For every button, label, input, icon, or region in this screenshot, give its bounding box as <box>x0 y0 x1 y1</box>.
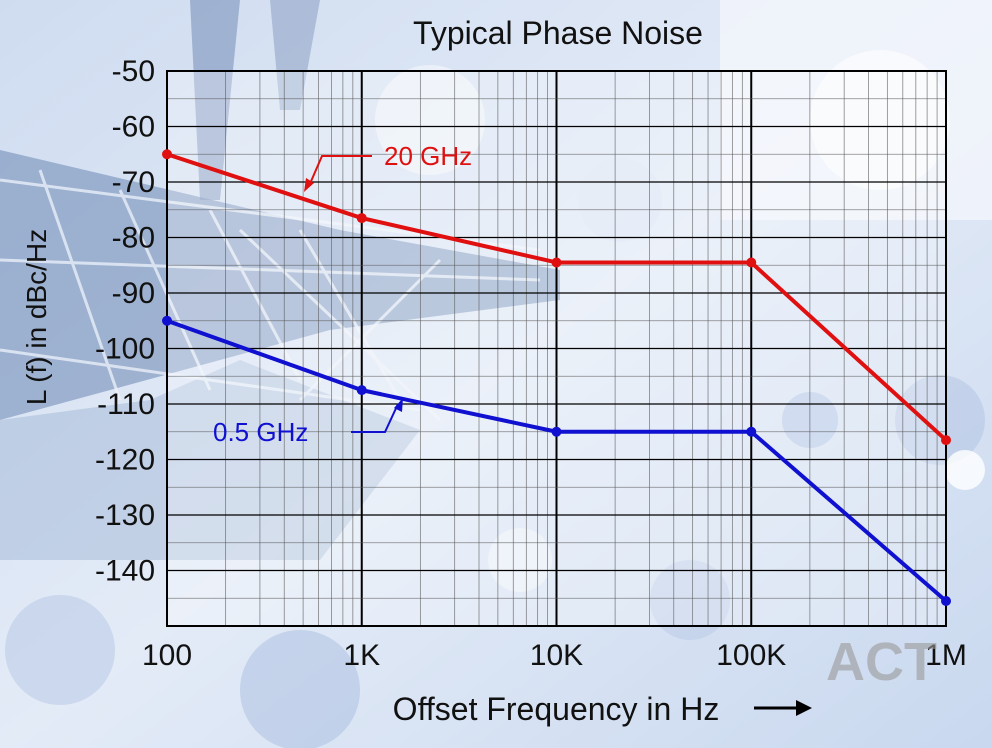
x-tick-label: 100K <box>716 639 786 672</box>
x-tick-label: 1M <box>925 639 967 672</box>
y-tick-label: -70 <box>112 166 155 199</box>
x-tick-label: 1K <box>343 639 380 672</box>
act-watermark-logo: ACT <box>826 632 937 692</box>
x-axis-label: Offset Frequency in Hz <box>393 691 720 727</box>
y-axis-label: L (f) in dBc/Hz <box>21 229 52 405</box>
chart-title: Typical Phase Noise <box>413 15 703 51</box>
plot-frame <box>166 70 947 627</box>
data-point-s1-p2 <box>551 426 562 437</box>
y-tick-label: -100 <box>95 333 155 366</box>
y-tick-label: -50 <box>112 55 155 88</box>
data-point-s1-p4 <box>941 596 951 607</box>
red-series-arrow-icon <box>304 155 372 192</box>
blue-series-arrow-icon <box>351 398 403 433</box>
data-point-s1-p0 <box>162 315 172 326</box>
grid-lines <box>166 70 947 627</box>
x-tick-label: 100 <box>142 639 192 672</box>
data-point-s1-p3 <box>746 426 757 437</box>
series-layer <box>162 149 951 607</box>
series-label-05ghz: 0.5 GHz <box>213 417 308 447</box>
y-tick-label: -120 <box>95 444 155 477</box>
x-axis-arrow-icon <box>754 700 812 716</box>
data-point-s0-p4 <box>941 435 951 446</box>
data-point-s0-p3 <box>746 257 757 268</box>
y-tick-label: -90 <box>112 277 155 310</box>
y-tick-label: -140 <box>95 555 155 588</box>
series-label-20ghz: 20 GHz <box>384 141 472 171</box>
y-tick-label: -80 <box>112 222 155 255</box>
y-tick-label: -60 <box>112 111 155 144</box>
y-tick-label: -110 <box>97 388 155 421</box>
tick-labels: 100 1K 10K 100K 1M -50 -60 -70 -80 -90 -100 -110 -12… <box>95 55 967 672</box>
x-tick-label: 10K <box>530 639 583 672</box>
data-point-s0-p2 <box>551 257 562 268</box>
data-point-s0-p0 <box>162 149 172 160</box>
data-point-s0-p1 <box>356 213 367 224</box>
y-tick-label: -130 <box>95 499 155 532</box>
data-point-s1-p1 <box>356 385 367 396</box>
